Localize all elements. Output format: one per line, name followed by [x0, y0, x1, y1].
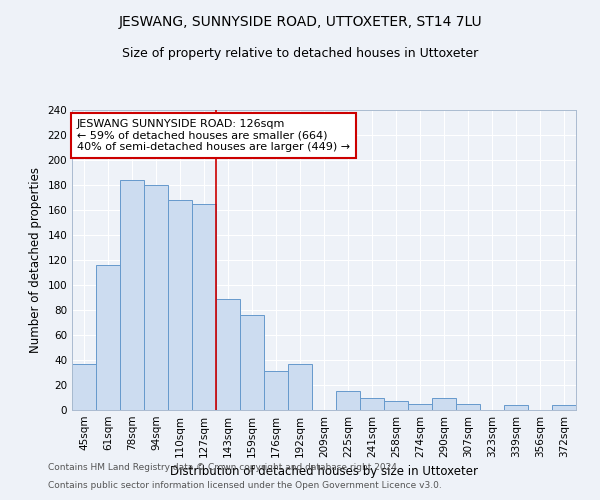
Bar [456, 404, 480, 410]
Bar [336, 391, 360, 410]
X-axis label: Distribution of detached houses by size in Uttoxeter: Distribution of detached houses by size … [170, 466, 478, 478]
Text: Contains HM Land Registry data © Crown copyright and database right 2024.: Contains HM Land Registry data © Crown c… [48, 464, 400, 472]
Bar [72, 364, 96, 410]
Y-axis label: Number of detached properties: Number of detached properties [29, 167, 42, 353]
Bar [504, 405, 528, 410]
Text: JESWANG SUNNYSIDE ROAD: 126sqm
← 59% of detached houses are smaller (664)
40% of: JESWANG SUNNYSIDE ROAD: 126sqm ← 59% of … [77, 119, 350, 152]
Bar [288, 364, 312, 410]
Bar [552, 405, 576, 410]
Bar [264, 371, 288, 410]
Bar [192, 204, 216, 410]
Text: Size of property relative to detached houses in Uttoxeter: Size of property relative to detached ho… [122, 48, 478, 60]
Bar [168, 200, 192, 410]
Bar [216, 298, 240, 410]
Text: JESWANG, SUNNYSIDE ROAD, UTTOXETER, ST14 7LU: JESWANG, SUNNYSIDE ROAD, UTTOXETER, ST14… [118, 15, 482, 29]
Bar [96, 265, 120, 410]
Bar [144, 185, 168, 410]
Bar [432, 398, 456, 410]
Bar [120, 180, 144, 410]
Bar [240, 315, 264, 410]
Bar [408, 404, 432, 410]
Bar [384, 401, 408, 410]
Text: Contains public sector information licensed under the Open Government Licence v3: Contains public sector information licen… [48, 481, 442, 490]
Bar [360, 398, 384, 410]
